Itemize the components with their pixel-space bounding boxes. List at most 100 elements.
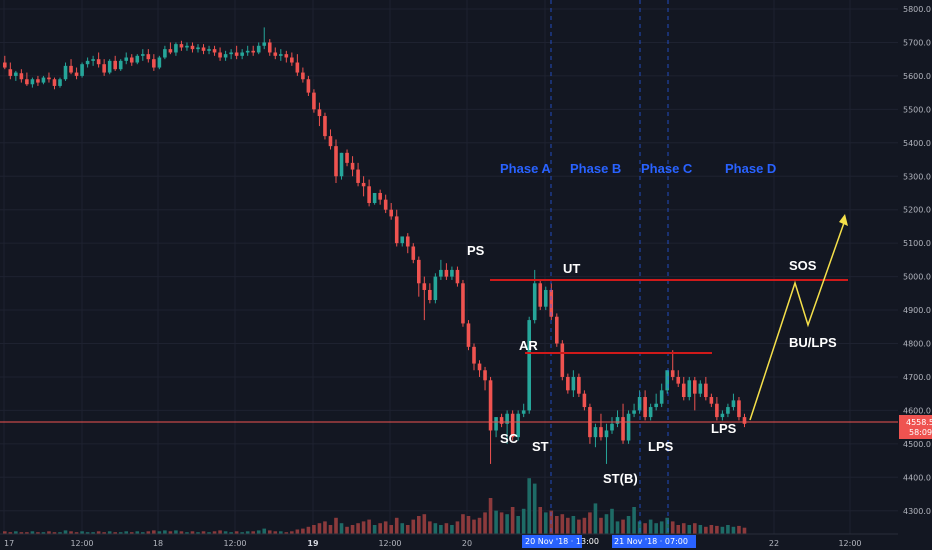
- volume-bar: [41, 532, 46, 534]
- annotation-lps-1: LPS: [648, 439, 674, 454]
- candle: [665, 370, 669, 394]
- candle: [588, 403, 592, 444]
- annotation-st-b: ST(B): [603, 471, 638, 486]
- candle: [372, 192, 377, 205]
- candle-body: [632, 410, 636, 414]
- candle-body: [350, 162, 355, 170]
- candle-body: [483, 370, 487, 381]
- candle: [102, 59, 106, 76]
- volume-bar: [306, 526, 311, 534]
- volume-bar: [632, 507, 636, 534]
- volume-bar: [91, 532, 95, 534]
- candle-body: [8, 69, 13, 76]
- candle: [405, 233, 410, 254]
- volume-bar: [328, 525, 333, 534]
- candle-body: [306, 79, 311, 93]
- candle-body: [566, 376, 570, 391]
- candle: [234, 45, 239, 60]
- candle-body: [69, 65, 73, 73]
- volume-bar: [538, 507, 543, 534]
- time-tick-label: 12:00: [838, 539, 861, 548]
- candle-body: [163, 49, 167, 58]
- volume-bar: [433, 523, 438, 534]
- volume-bar: [218, 530, 222, 534]
- grid: [0, 0, 898, 534]
- time-tick-label: 18: [153, 539, 163, 548]
- date-tag-2-bg: [612, 535, 696, 548]
- candle: [14, 70, 18, 81]
- candle: [135, 54, 140, 65]
- candle-body: [323, 116, 327, 137]
- candle: [505, 410, 509, 444]
- volume-bar: [124, 531, 129, 534]
- candle: [681, 376, 686, 401]
- candle: [378, 189, 382, 205]
- candle-body: [737, 400, 741, 418]
- candle-body: [654, 403, 658, 408]
- price-tick-label: 4500.0: [903, 440, 931, 449]
- price-tick-label: 5800.0: [903, 5, 931, 14]
- volume-bar: [610, 508, 614, 534]
- candle-body: [146, 54, 151, 60]
- candle: [648, 403, 653, 421]
- candle-body: [422, 283, 427, 290]
- volume-bar: [527, 478, 531, 534]
- candle-body: [433, 276, 438, 301]
- candle-body: [152, 59, 156, 68]
- candle-body: [505, 413, 509, 424]
- candle: [262, 27, 267, 50]
- candle-body: [63, 65, 68, 80]
- candle: [555, 313, 559, 347]
- volume-bar: [301, 528, 305, 534]
- price-axis-ticks: 5800.0 5700.0 5600.0 5500.0 5400.0 5300.0 5200…: [903, 5, 931, 516]
- candle-body: [19, 73, 24, 80]
- candle-body: [372, 192, 377, 204]
- time-axis[interactable]: [0, 534, 898, 550]
- candle: [107, 59, 112, 75]
- candle-body: [168, 49, 173, 53]
- candle-body: [91, 59, 95, 61]
- volume-bar: [113, 532, 117, 534]
- candle: [323, 112, 327, 140]
- candle-body: [96, 59, 101, 65]
- volume-bar: [428, 521, 432, 534]
- candle-body: [466, 323, 471, 347]
- volume-bar: [317, 523, 322, 534]
- candle-body: [681, 383, 686, 398]
- candle-body: [80, 64, 84, 76]
- candle: [521, 403, 526, 418]
- candle: [687, 376, 692, 401]
- volume-bar: [356, 523, 360, 534]
- candle-body: [687, 380, 692, 398]
- volume-bar: [659, 521, 664, 534]
- volume-bar: [422, 514, 427, 534]
- volume-bar: [361, 521, 366, 534]
- volume-bar: [571, 516, 576, 534]
- candle-body: [234, 52, 239, 56]
- time-tick-label: 20: [462, 539, 472, 548]
- volume-bar: [240, 532, 244, 534]
- volume-bar: [681, 523, 686, 534]
- volume-bar: [737, 525, 741, 534]
- candle: [273, 47, 278, 60]
- volume-bar: [30, 531, 35, 534]
- price-tick-label: 4400.0: [903, 473, 931, 482]
- candle: [543, 286, 548, 311]
- candle-body: [538, 283, 543, 307]
- phase-b-label: Phase B: [570, 161, 621, 176]
- candle: [483, 366, 487, 391]
- candle: [715, 397, 719, 421]
- candle: [80, 62, 84, 78]
- volume-bar: [168, 531, 173, 534]
- candle-body: [621, 417, 625, 441]
- candle: [350, 156, 355, 177]
- candle: [632, 403, 636, 418]
- volume-bar: [510, 507, 515, 534]
- candle: [85, 57, 90, 68]
- candle: [185, 42, 189, 51]
- price-tick-label: 5100.0: [903, 239, 931, 248]
- price-axis[interactable]: [898, 0, 932, 550]
- annotation-ps: PS: [467, 243, 485, 258]
- volume-bar: [372, 525, 377, 534]
